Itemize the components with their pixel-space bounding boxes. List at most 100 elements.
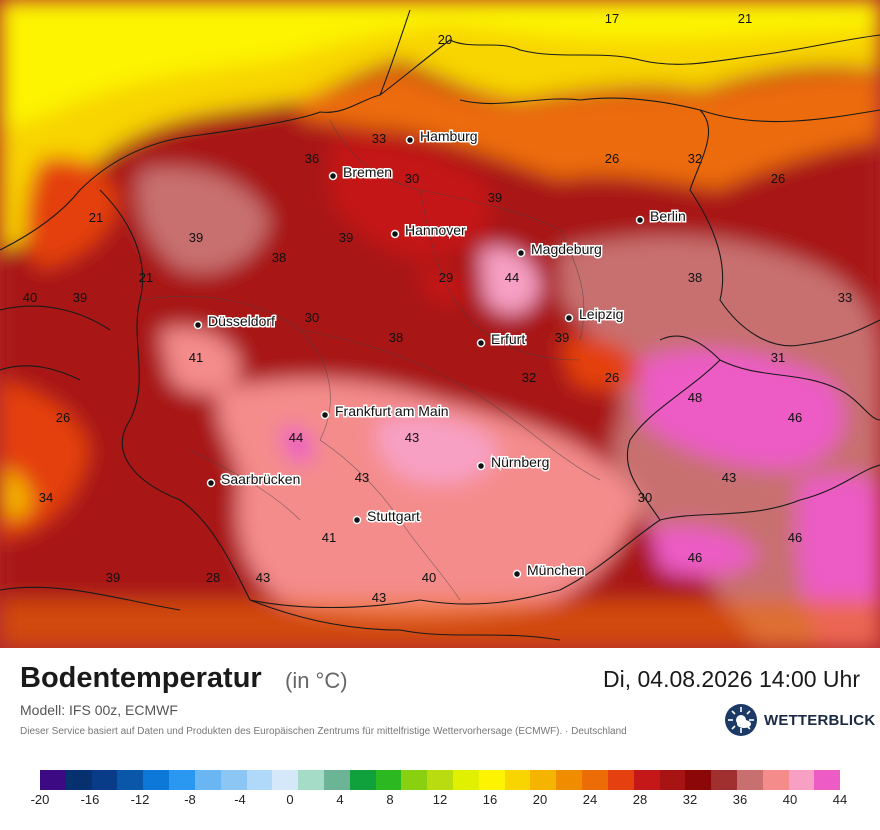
temperature-label: 33 [838, 290, 852, 305]
city-marker[interactable]: Leipzig [564, 305, 625, 324]
scale-swatch [711, 770, 737, 790]
info-panel: Bodentemperatur (in °C) Di, 04.08.2026 1… [0, 648, 880, 830]
city-marker[interactable]: Hamburg [405, 127, 479, 146]
state-borders [139, 119, 601, 601]
city-marker[interactable]: Hannover [390, 221, 468, 240]
city-name: München [527, 562, 585, 578]
scale-swatch [220, 770, 247, 790]
city-marker[interactable]: Bremen [328, 163, 394, 182]
city-marker[interactable]: Berlin [635, 207, 687, 226]
scale-swatch [504, 770, 531, 790]
scale-tick: -16 [80, 792, 100, 807]
scale-tick: 28 [632, 792, 648, 807]
temperature-label: 46 [688, 550, 702, 565]
temperature-label: 46 [788, 410, 802, 425]
scale-tick: 12 [432, 792, 448, 807]
temperature-label: 43 [722, 470, 736, 485]
scale-tick: 16 [482, 792, 498, 807]
temperature-label: 30 [405, 171, 419, 186]
city-name: Hannover [405, 222, 466, 238]
temperature-label: 44 [289, 430, 303, 445]
temperature-label: 33 [372, 131, 386, 146]
scale-swatch [169, 770, 195, 790]
page-title: Bodentemperatur [20, 662, 262, 694]
scale-tick: -20 [30, 792, 50, 807]
data-source-note: Dieser Service basiert auf Daten und Pro… [20, 726, 627, 737]
city-marker[interactable]: Erfurt [476, 330, 527, 349]
temperature-label: 31 [771, 350, 785, 365]
temperature-label: 39 [189, 230, 203, 245]
city-dot [405, 135, 415, 145]
temperature-label: 21 [738, 11, 752, 26]
scale-swatch [91, 770, 118, 790]
scale-tick: 32 [682, 792, 698, 807]
scale-tick: 24 [582, 792, 598, 807]
temperature-label: 28 [206, 570, 220, 585]
temperature-label: 20 [438, 32, 452, 47]
city-name: Düsseldorf [208, 313, 275, 329]
temperature-label: 39 [73, 290, 87, 305]
scale-tick: 8 [386, 792, 394, 807]
scale-swatch [453, 770, 479, 790]
city-dot [206, 478, 216, 488]
scale-swatch [530, 770, 557, 790]
temperature-label: 21 [89, 210, 103, 225]
city-name: Erfurt [491, 331, 525, 347]
scale-swatch [736, 770, 763, 790]
temperature-label: 38 [688, 270, 702, 285]
scale-tick: 20 [532, 792, 548, 807]
scale-swatch [762, 770, 789, 790]
city-marker[interactable]: Stuttgart [352, 507, 422, 526]
city-marker[interactable]: Magdeburg [516, 240, 603, 259]
city-marker[interactable]: München [512, 561, 586, 580]
scale-swatch [323, 770, 350, 790]
temperature-label: 44 [505, 270, 519, 285]
scale-tick: -12 [130, 792, 150, 807]
city-name: Bremen [343, 164, 392, 180]
city-dot [516, 248, 526, 258]
temperature-label: 41 [322, 530, 336, 545]
scale-swatch [298, 770, 324, 790]
temperature-label: 32 [688, 151, 702, 166]
scale-swatch [349, 770, 376, 790]
scale-tick: 44 [832, 792, 848, 807]
scale-swatch [143, 770, 170, 790]
scale-tick: 4 [336, 792, 344, 807]
scale-tick: 36 [732, 792, 748, 807]
temperature-label: 39 [339, 230, 353, 245]
temperature-label: 39 [488, 190, 502, 205]
temperature-label: 34 [39, 490, 53, 505]
scale-swatch [607, 770, 634, 790]
city-name: Saarbrücken [221, 471, 300, 487]
scale-swatch [375, 770, 402, 790]
brand-logo[interactable]: WETTERBLICK [724, 703, 875, 737]
scale-tick: -8 [184, 792, 196, 807]
city-dot [320, 410, 330, 420]
city-marker[interactable]: Düsseldorf [193, 312, 277, 331]
temperature-label: 30 [305, 310, 319, 325]
city-marker[interactable]: Frankfurt am Main [320, 402, 450, 421]
city-marker[interactable]: Saarbrücken [206, 470, 302, 489]
city-marker[interactable]: Nürnberg [476, 453, 551, 472]
temperature-label: 48 [688, 390, 702, 405]
temperature-field [0, 0, 880, 648]
temperature-label: 29 [439, 270, 453, 285]
scale-swatch [788, 770, 815, 790]
temperature-label: 39 [106, 570, 120, 585]
temperature-label: 38 [389, 330, 403, 345]
temperature-label: 46 [788, 530, 802, 545]
scale-swatch [272, 770, 299, 790]
city-name: Stuttgart [367, 508, 420, 524]
forecast-datetime: Di, 04.08.2026 14:00 Uhr [602, 666, 860, 692]
city-name: Leipzig [579, 306, 623, 322]
city-dot [564, 313, 574, 323]
temperature-label: 43 [372, 590, 386, 605]
scale-swatch [40, 770, 66, 790]
temperature-map[interactable]: 20 17 21 33 36 30 26 32 26 21 39 39 39 38 29 44 38 33 40 39… [0, 0, 880, 648]
scale-swatch [582, 770, 608, 790]
temperature-label: 43 [355, 470, 369, 485]
map-borders [0, 9, 880, 641]
city-dot [352, 515, 362, 525]
temperature-label: 36 [305, 151, 319, 166]
temperature-label: 43 [405, 430, 419, 445]
